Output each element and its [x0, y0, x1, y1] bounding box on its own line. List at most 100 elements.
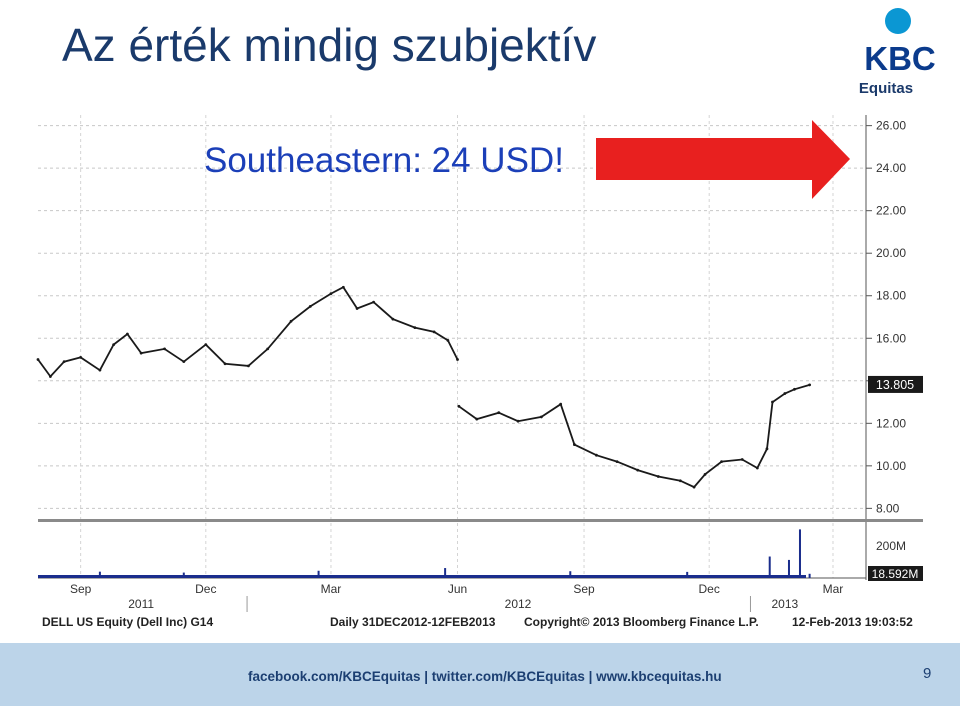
price-point	[656, 475, 660, 478]
timestamp-info: 12-Feb-2013 19:03:52	[792, 615, 913, 629]
price-tick-label: 24.00	[876, 161, 906, 175]
price-point	[456, 358, 459, 361]
volume-tick-label: 200M	[876, 539, 906, 553]
volume-bar	[569, 571, 572, 578]
price-point	[62, 360, 66, 364]
price-point	[595, 453, 598, 457]
price-point	[755, 466, 759, 470]
price-point	[391, 317, 395, 321]
annotation-text: Southeastern: 24 USD!	[204, 141, 564, 180]
price-point	[475, 417, 479, 421]
price-tick-label: 26.00	[876, 119, 906, 133]
price-line	[37, 286, 459, 378]
price-point	[446, 338, 450, 342]
volume-bar	[444, 568, 447, 578]
last-price-label: 13.805	[876, 378, 914, 392]
volume-bar	[182, 572, 185, 578]
price-point	[112, 343, 116, 347]
ticker-info: DELL US Equity (Dell Inc) G14	[42, 615, 213, 629]
kbc-person-logo-icon	[885, 8, 911, 34]
footer-bar: facebook.com/KBCEquitas | twitter.com/KB…	[0, 643, 960, 706]
period-info: Daily 31DEC2012-12FEB2013	[330, 615, 496, 629]
price-point	[308, 304, 312, 308]
price-point	[540, 415, 543, 419]
price-point	[740, 458, 744, 461]
chart-grid	[38, 115, 866, 578]
price-axis-ticks: 8.0010.0012.0014.0016.0018.0020.0022.002…	[866, 119, 906, 515]
price-tick-label: 12.00	[876, 416, 906, 430]
price-point	[204, 343, 208, 347]
copyright-info: Copyright© 2013 Bloomberg Finance L.P.	[524, 615, 759, 629]
volume-bar	[317, 570, 320, 578]
month-tick-label: Mar	[823, 582, 844, 596]
year-tick-label: 2013	[771, 597, 798, 611]
price-point	[223, 362, 227, 366]
price-point	[126, 332, 129, 336]
volume-bar	[98, 571, 101, 578]
price-point	[559, 402, 563, 406]
red-arrow-icon	[596, 120, 850, 199]
footer-links[interactable]: facebook.com/KBCEquitas | twitter.com/KB…	[248, 669, 722, 684]
price-point	[692, 485, 696, 489]
last-volume-box: 18.592M	[868, 566, 923, 581]
kbc-logo: KBC Equitas	[859, 8, 936, 97]
slide-title: Az érték mindig szubjektív	[62, 19, 597, 71]
price-point	[808, 383, 812, 387]
time-axis-ticks: Sep Dec Mar Jun Sep Dec Mar 2011 2012 2013	[70, 582, 843, 612]
price-tick-label: 20.00	[876, 246, 906, 260]
price-point	[329, 292, 333, 296]
price-tick-label: 16.00	[876, 331, 906, 345]
price-tick-label: 22.00	[876, 204, 906, 218]
price-point	[573, 443, 576, 446]
price-point	[678, 479, 682, 483]
volume-bar	[808, 573, 811, 578]
price-point	[765, 447, 769, 451]
price-point	[182, 360, 186, 364]
price-point	[48, 375, 52, 378]
price-point	[783, 392, 787, 395]
price-point	[79, 356, 83, 359]
month-tick-label: Dec	[699, 582, 720, 596]
bloomberg-price-chart: 8.0010.0012.0014.0016.0018.0020.0022.002…	[36, 115, 923, 629]
month-tick-label: Mar	[321, 582, 342, 596]
year-tick-label: 2011	[128, 597, 154, 611]
price-point	[247, 364, 250, 368]
month-tick-label: Jun	[448, 582, 467, 596]
price-point	[636, 468, 640, 472]
price-tick-label: 10.00	[876, 459, 906, 473]
price-point	[497, 411, 501, 415]
price-point	[163, 347, 166, 351]
price-point	[720, 460, 723, 463]
volume-bar	[686, 571, 689, 578]
price-line	[458, 384, 810, 489]
price-point	[36, 358, 40, 361]
year-tick-label: 2012	[505, 597, 532, 611]
price-point	[771, 400, 774, 404]
price-point	[432, 330, 436, 334]
price-series	[36, 285, 812, 489]
last-price-box: 13.805	[868, 375, 923, 393]
price-point	[341, 285, 345, 289]
equitas-wordmark: Equitas	[859, 80, 913, 97]
price-point	[98, 368, 102, 372]
price-point	[615, 460, 619, 463]
price-point	[457, 404, 461, 408]
price-point	[372, 300, 376, 304]
volume-separator	[38, 519, 923, 522]
price-point	[266, 347, 270, 351]
price-point	[793, 387, 796, 391]
price-point	[289, 319, 293, 323]
volume-bar	[787, 559, 790, 578]
price-point	[516, 419, 520, 423]
volume-bar	[768, 556, 771, 578]
volume-bar	[798, 529, 801, 578]
volume-series	[38, 529, 811, 578]
month-tick-label: Sep	[70, 582, 92, 596]
last-volume-label: 18.592M	[872, 567, 919, 581]
price-tick-label: 18.00	[876, 289, 906, 303]
price-point	[703, 472, 707, 476]
price-point	[139, 351, 143, 355]
month-tick-label: Sep	[573, 582, 595, 596]
price-tick-label: 8.00	[876, 501, 900, 515]
page-number: 9	[923, 665, 932, 682]
